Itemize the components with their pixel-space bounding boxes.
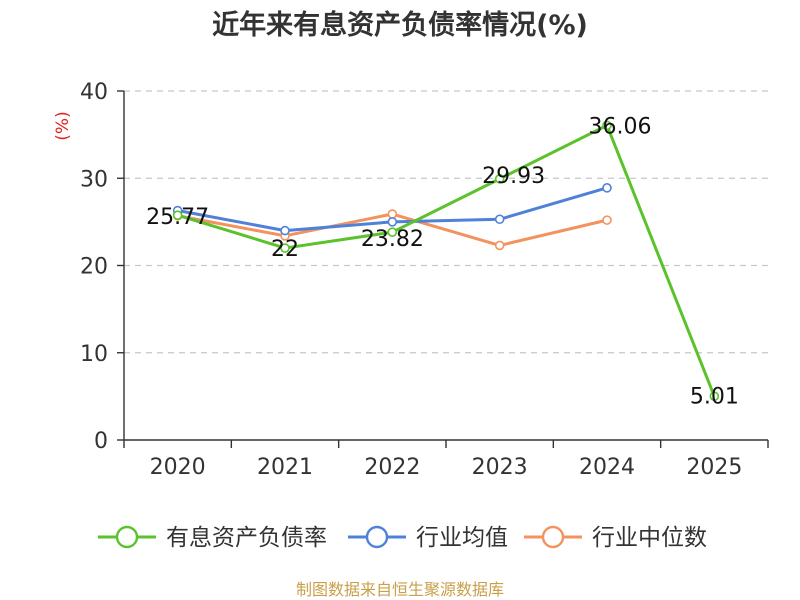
data-point (172, 210, 183, 220)
legend-marker (365, 525, 389, 549)
legend: 有息资产负债率 行业均值 行业中位数 (98, 525, 707, 551)
data-point (494, 214, 505, 225)
legend-marker (541, 525, 565, 549)
data-label: 22 (271, 237, 299, 262)
data-label: 29.93 (482, 164, 545, 189)
data-point (494, 240, 505, 251)
series-layer (172, 120, 720, 402)
data-point (709, 391, 720, 402)
data-point (494, 174, 505, 184)
grid-lines (124, 90, 768, 354)
x-tick-label: 2022 (364, 455, 420, 480)
data-point (387, 209, 398, 219)
legend-label: 行业中位数 (592, 525, 707, 551)
legend-label: 有息资产负债率 (166, 525, 327, 551)
data-label: 23.82 (361, 227, 424, 252)
y-tick-label: 10 (80, 342, 108, 367)
x-tick-label: 2024 (579, 455, 635, 480)
y-tick-label: 0 (94, 429, 108, 454)
data-point (280, 243, 290, 253)
chart-title: 近年来有息资产负债率情况(%) (212, 9, 588, 41)
y-tick-label: 20 (80, 255, 108, 280)
x-tick-label: 2023 (472, 455, 528, 480)
y-axis-label: (%) (53, 111, 73, 140)
data-label: 36.06 (589, 114, 652, 139)
data-point (387, 217, 398, 227)
legend-item: 行业均值 (348, 525, 508, 551)
data-point (387, 227, 398, 237)
series-line (177, 123, 716, 397)
y-tick-label: 40 (80, 80, 108, 105)
data-label: 25.77 (146, 205, 209, 230)
data-point (602, 120, 612, 131)
data-point (280, 225, 290, 236)
legend-item: 行业中位数 (524, 525, 707, 551)
x-tick-label: 2025 (686, 455, 742, 480)
data-labels: 25.77 22 23.82 29.93 36.06 5.01 (146, 114, 739, 409)
x-tick-label: 2020 (150, 455, 206, 480)
source-note: 制图数据来自恒生聚源数据库 (296, 580, 504, 599)
legend-marker (115, 525, 139, 549)
legend-label: 行业均值 (416, 525, 508, 551)
data-point (602, 215, 612, 225)
y-tick-label: 30 (80, 167, 108, 192)
axes: 0 10 20 30 40 2020 2021 2022 2023 2024 2025 (80, 80, 769, 480)
data-label: 5.01 (690, 384, 739, 409)
data-point (602, 183, 612, 193)
legend-item: 有息资产负债率 (98, 525, 327, 551)
x-tick-label: 2021 (257, 455, 313, 480)
